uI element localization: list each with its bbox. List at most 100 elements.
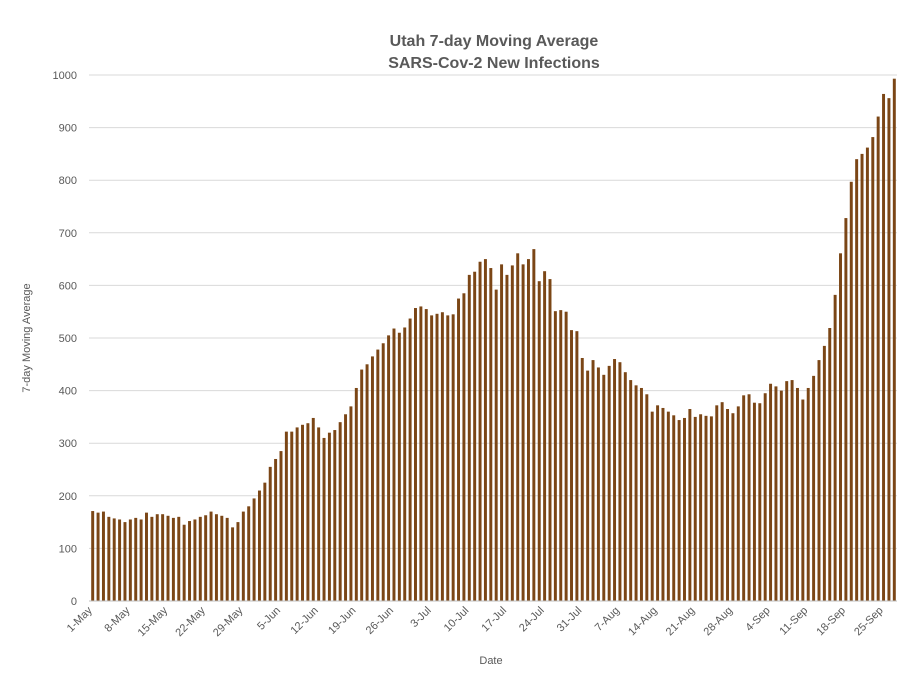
bar xyxy=(553,311,557,601)
bar xyxy=(548,279,552,601)
bar xyxy=(709,416,713,601)
bar xyxy=(575,331,579,601)
bar xyxy=(145,512,148,601)
bar xyxy=(839,253,842,601)
bar xyxy=(629,380,633,601)
bar xyxy=(785,381,789,601)
bar xyxy=(656,405,660,601)
x-tick-label: 24-Jul xyxy=(517,605,547,635)
bar xyxy=(268,466,272,601)
bar xyxy=(220,515,224,601)
bar xyxy=(279,451,283,601)
bar xyxy=(774,386,778,601)
bar xyxy=(887,98,891,601)
gridlines xyxy=(89,74,897,549)
bar xyxy=(596,367,600,601)
bar xyxy=(473,271,477,601)
bar xyxy=(516,253,520,601)
bar xyxy=(505,274,509,601)
bar xyxy=(403,327,407,601)
bar xyxy=(855,159,859,601)
bar xyxy=(327,432,331,601)
y-tick-label: 300 xyxy=(59,438,77,450)
bar xyxy=(645,394,649,601)
bar xyxy=(414,308,417,601)
bar xyxy=(812,375,816,601)
bar xyxy=(634,385,638,601)
bar xyxy=(769,383,773,601)
bar xyxy=(440,312,444,601)
bar xyxy=(779,390,783,601)
bar xyxy=(666,411,670,601)
y-tick-label: 600 xyxy=(59,280,77,292)
bar xyxy=(392,328,396,601)
bar xyxy=(736,406,740,601)
bar xyxy=(295,427,299,601)
bar xyxy=(602,374,606,601)
bar xyxy=(801,399,805,601)
bar xyxy=(747,394,751,601)
bar xyxy=(720,402,724,601)
bar xyxy=(849,181,853,601)
x-tick-label: 1-May xyxy=(65,604,95,634)
bar xyxy=(844,218,848,601)
bar xyxy=(128,519,132,601)
bar xyxy=(763,393,767,601)
bar xyxy=(91,511,95,601)
bar xyxy=(193,519,197,601)
bar xyxy=(806,387,810,601)
x-tick-label: 11-Sep xyxy=(777,605,810,638)
chart-title-line-1: Utah 7-day Moving Average xyxy=(390,33,599,50)
bar xyxy=(252,498,256,601)
bar xyxy=(123,522,127,601)
bar xyxy=(795,387,799,601)
bar xyxy=(301,424,304,601)
bar xyxy=(365,364,369,601)
bar xyxy=(225,517,229,601)
bar xyxy=(139,519,143,601)
bar xyxy=(871,137,875,601)
x-tick-label: 15-May xyxy=(136,604,171,639)
bar xyxy=(446,315,450,601)
bar xyxy=(231,527,235,601)
bar xyxy=(494,289,498,601)
bar xyxy=(457,298,461,601)
bar xyxy=(397,332,401,601)
bar xyxy=(462,293,466,601)
y-tick-label: 400 xyxy=(59,386,77,398)
bar xyxy=(370,356,374,601)
x-tick-label: 26-Jun xyxy=(364,605,396,637)
bar xyxy=(543,271,547,601)
bars xyxy=(91,78,896,602)
bar xyxy=(623,372,627,601)
x-tick-label: 5-Jun xyxy=(255,605,283,633)
bar xyxy=(613,359,617,601)
bar xyxy=(726,409,730,601)
x-tick-label: 8-May xyxy=(102,604,132,634)
bar xyxy=(263,482,267,601)
bar xyxy=(483,259,487,601)
x-axis-tick-labels: 1-May 8-May 15-May 22-May 29-May 5-Jun 12-Jun 1… xyxy=(65,604,886,639)
x-tick-label: 10-Jul xyxy=(442,605,472,635)
bar xyxy=(752,402,756,601)
x-tick-label: 22-May xyxy=(173,604,208,639)
bar xyxy=(586,370,590,601)
bar xyxy=(817,360,821,601)
bar xyxy=(650,411,654,601)
bar xyxy=(742,395,746,601)
y-tick-label: 200 xyxy=(59,491,77,503)
bar xyxy=(500,264,504,601)
bar xyxy=(564,311,568,601)
bar xyxy=(214,514,218,601)
bar xyxy=(209,511,213,601)
bar xyxy=(833,294,837,601)
bar xyxy=(112,518,116,601)
bar xyxy=(672,415,676,601)
bar xyxy=(618,362,622,601)
bar xyxy=(333,430,337,601)
y-tick-label: 1000 xyxy=(53,70,77,82)
x-tick-label: 19-Jun xyxy=(326,605,358,637)
x-tick-label: 29-May xyxy=(211,604,246,639)
x-tick-label: 12-Jun xyxy=(288,605,320,637)
